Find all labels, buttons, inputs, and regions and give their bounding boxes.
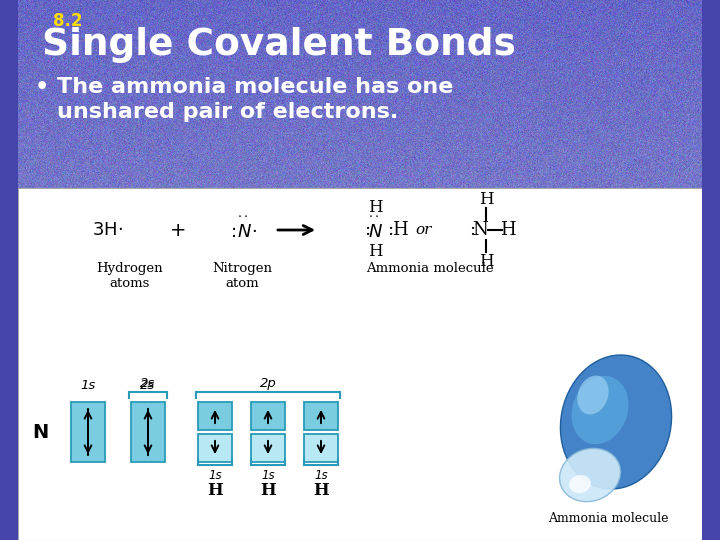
Text: :: : xyxy=(364,221,370,239)
Ellipse shape xyxy=(577,375,608,415)
Text: 2s: 2s xyxy=(140,379,156,392)
Text: $3\mathrm{H}\!\cdot$: $3\mathrm{H}\!\cdot$ xyxy=(92,221,124,239)
Text: 1s: 1s xyxy=(314,469,328,482)
Text: $:\!\overset{\cdot\cdot}{N}\!\cdot$: $:\!\overset{\cdot\cdot}{N}\!\cdot$ xyxy=(227,217,257,243)
Ellipse shape xyxy=(560,355,672,489)
Text: unshared pair of electrons.: unshared pair of electrons. xyxy=(57,102,398,122)
Text: :H: :H xyxy=(387,221,409,239)
Text: Single Covalent Bonds: Single Covalent Bonds xyxy=(42,27,516,63)
Text: $\overset{\cdot\cdot}{N}$: $\overset{\cdot\cdot}{N}$ xyxy=(367,217,382,243)
Ellipse shape xyxy=(559,448,621,502)
Text: H: H xyxy=(368,244,382,260)
Text: 8.2: 8.2 xyxy=(53,12,83,30)
Bar xyxy=(251,434,285,462)
Text: Ammonia molecule: Ammonia molecule xyxy=(366,262,494,275)
Text: N: N xyxy=(32,422,48,442)
Text: N: N xyxy=(472,221,488,239)
Text: 2p: 2p xyxy=(260,377,276,390)
Bar xyxy=(304,434,338,462)
Text: +: + xyxy=(170,220,186,240)
Text: Hydrogen
atoms: Hydrogen atoms xyxy=(96,262,163,290)
Text: 2s: 2s xyxy=(140,377,156,390)
Bar xyxy=(71,402,105,462)
Text: 1s: 1s xyxy=(81,379,96,392)
Bar xyxy=(198,402,232,430)
Text: Ammonia molecule: Ammonia molecule xyxy=(548,511,668,524)
Text: 1s: 1s xyxy=(208,469,222,482)
Bar xyxy=(0,0,18,540)
Bar xyxy=(131,402,165,462)
Text: :: : xyxy=(469,221,475,239)
Bar xyxy=(702,0,720,540)
Text: H: H xyxy=(260,482,276,499)
Text: H: H xyxy=(207,482,223,499)
Bar xyxy=(251,402,285,430)
Bar xyxy=(18,188,702,540)
Text: or: or xyxy=(416,223,432,237)
Text: 1s: 1s xyxy=(261,469,275,482)
Ellipse shape xyxy=(569,475,591,493)
Text: H: H xyxy=(368,199,382,217)
Bar xyxy=(198,434,232,462)
Text: H: H xyxy=(479,253,493,271)
Text: • The ammonia molecule has one: • The ammonia molecule has one xyxy=(35,77,454,97)
Text: H: H xyxy=(313,482,329,499)
Text: H: H xyxy=(479,192,493,208)
Text: Nitrogen
atom: Nitrogen atom xyxy=(212,262,272,290)
Bar xyxy=(304,402,338,430)
Ellipse shape xyxy=(572,376,629,444)
Text: H: H xyxy=(500,221,516,239)
